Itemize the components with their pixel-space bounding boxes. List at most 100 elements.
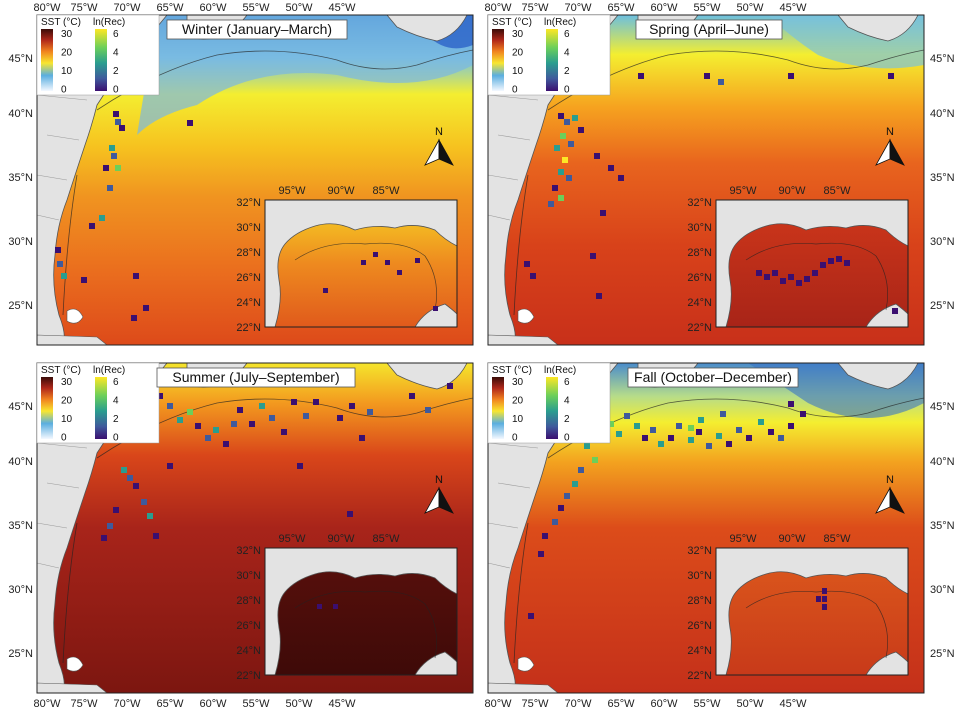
rec-colorbar [95,377,107,439]
inset-gulf-of-mexico: 95°W 90°W 85°W 32°N 30°N 28°N 26°N 24°N 22°N [236,533,458,682]
record-cell [716,433,722,439]
record-cell [564,119,570,125]
inset-contour [745,590,888,659]
record-cell [89,223,95,229]
rec-tick: 0 [564,433,570,444]
record-cell [590,253,596,259]
inset-lon-tick-label: 85°W [372,185,400,197]
lon-tick-label: 50°W [736,2,764,14]
inset-lat-tick-label: 30°N [236,222,261,234]
record-cell [608,421,614,427]
record-cell [698,417,704,423]
record-cell [524,261,530,267]
inset-lon-tick-label: 85°W [823,533,851,545]
sst-tick: 20 [512,48,524,59]
inset-record-cell [822,596,827,602]
inset-record-cell [397,270,402,275]
rec-tick: 6 [113,377,119,388]
rec-legend-title: ln(Rec) [544,17,576,28]
inset-lat-tick-label: 24°N [236,297,261,309]
record-cell [223,441,229,447]
panel-summer: 80°W 75°W 70°W 65°W 60°W 55°W 50°W 45°W 45°N 40°N… [8,362,474,710]
lon-tick-label: 70°W [564,698,592,710]
inset-lon-tick-label: 90°W [778,185,806,197]
inset-record-cell [373,252,378,257]
inset-record-cell [822,588,827,594]
inset-lat-tick-label: 32°N [687,545,712,557]
record-cell [788,401,794,407]
shelf-contour [513,397,925,664]
north-arrow-icon: N [424,126,454,166]
inset-lat-tick-label: 26°N [687,620,712,632]
north-label: N [886,474,894,486]
map-frame [487,14,925,346]
sst-tick: 30 [512,377,524,388]
record-cell [528,613,534,619]
cold-water-region [137,15,473,135]
record-cell [231,421,237,427]
inset-lat-tick-label: 32°N [236,545,261,557]
shelf-contour [513,49,925,316]
record-cell [157,393,163,399]
record-cell [768,429,774,435]
lat-tick-label: 45°N [8,53,33,65]
record-cell [107,523,113,529]
sst-legend-title: SST (°C) [41,17,81,28]
lon-tick-label: 60°W [199,698,227,710]
inset-lon-tick-label: 95°W [278,533,306,545]
record-cell [888,73,894,79]
title-box [627,367,799,388]
inset-lat-tick-label: 32°N [687,197,712,209]
record-cell [696,429,702,435]
rec-tick: 4 [113,48,119,59]
rec-colorbar [95,29,107,91]
rec-legend-title: ln(Rec) [93,17,125,28]
inset-record-cell [816,596,821,602]
record-cell [618,175,624,181]
record-cell [297,463,303,469]
inset-lat-tick-label: 24°N [236,645,261,657]
record-cell [103,165,109,171]
record-cell [552,519,558,525]
record-cell [447,383,453,389]
shelf-contour [62,49,474,316]
record-cell [558,113,564,119]
lon-tick-label: 75°W [70,698,98,710]
record-cell [115,119,121,125]
inset-lon-tick-label: 85°W [372,533,400,545]
record-cell [81,277,87,283]
record-cell [688,437,694,443]
record-cell [578,127,584,133]
inset-lon-tick-label: 95°W [278,185,306,197]
north-label: N [435,474,443,486]
record-cell [167,463,173,469]
record-cell [249,421,255,427]
record-cell [177,417,183,423]
lat-tick-label: 30°N [8,584,33,596]
lat-tick-label: 45°N [930,401,955,413]
inset-record-cell [820,262,826,268]
inset-record-cell [788,274,794,280]
inset-record-cell [772,270,778,276]
record-cell [608,165,614,171]
sst-colorbar [492,29,504,91]
record-cell [99,215,105,221]
sst-tick: 0 [61,85,67,96]
sst-tick: 0 [512,433,518,444]
record-cell [57,261,63,267]
inset-lat-tick-label: 28°N [236,247,261,259]
sst-legend-title: SST (°C) [492,365,532,376]
record-cell [113,111,119,117]
inset-lat-tick-label: 24°N [687,297,712,309]
record-cell [147,513,153,519]
record-cell [109,145,115,151]
north-arrow-icon: N [875,474,905,514]
record-cell [736,427,742,433]
record-cell [558,169,564,175]
record-cell [562,157,568,163]
record-cell [205,435,211,441]
record-cell [143,305,149,311]
record-cell [726,441,732,447]
record-cell [706,443,712,449]
